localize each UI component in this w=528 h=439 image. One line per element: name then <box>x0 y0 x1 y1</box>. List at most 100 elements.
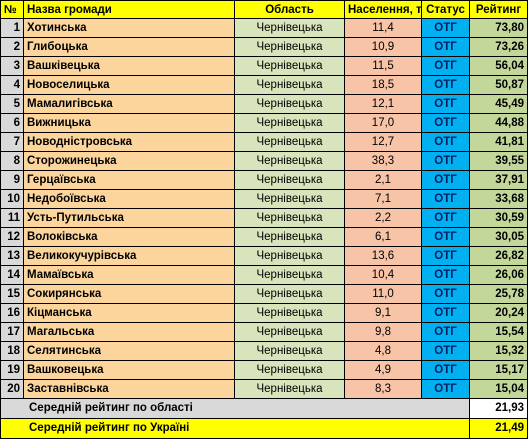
row-number: 11 <box>0 209 24 228</box>
population: 9,8 <box>345 323 422 342</box>
community-name: Магальська <box>24 323 235 342</box>
region: Чернівецька <box>235 152 345 171</box>
status: ОТГ <box>422 114 470 133</box>
status: ОТГ <box>422 152 470 171</box>
summary-label: Середній рейтинг по області <box>0 399 470 419</box>
status: ОТГ <box>422 361 470 380</box>
row-number: 15 <box>0 285 24 304</box>
row-number: 5 <box>0 95 24 114</box>
rating: 15,32 <box>470 342 528 361</box>
community-name: Усть-Путильська <box>24 209 235 228</box>
community-name: Глибоцька <box>24 38 235 57</box>
rating: 56,04 <box>470 57 528 76</box>
status: ОТГ <box>422 19 470 38</box>
row-number: 2 <box>0 38 24 57</box>
status: ОТГ <box>422 380 470 399</box>
region: Чернівецька <box>235 285 345 304</box>
row-number: 9 <box>0 171 24 190</box>
population: 8,3 <box>345 380 422 399</box>
row-number: 16 <box>0 304 24 323</box>
community-name: Волоківська <box>24 228 235 247</box>
community-name: Селятинська <box>24 342 235 361</box>
community-name: Недобоївська <box>24 190 235 209</box>
rating: 33,68 <box>470 190 528 209</box>
status: ОТГ <box>422 95 470 114</box>
status: ОТГ <box>422 323 470 342</box>
row-number: 14 <box>0 266 24 285</box>
population: 11,0 <box>345 285 422 304</box>
region: Чернівецька <box>235 304 345 323</box>
row-number: 10 <box>0 190 24 209</box>
region: Чернівецька <box>235 323 345 342</box>
rating: 73,80 <box>470 19 528 38</box>
region: Чернівецька <box>235 190 345 209</box>
rating: 73,26 <box>470 38 528 57</box>
population: 12,1 <box>345 95 422 114</box>
region: Чернівецька <box>235 361 345 380</box>
population: 38,3 <box>345 152 422 171</box>
rating: 50,87 <box>470 76 528 95</box>
rating: 37,91 <box>470 171 528 190</box>
status: ОТГ <box>422 266 470 285</box>
population: 17,0 <box>345 114 422 133</box>
region: Чернівецька <box>235 171 345 190</box>
status: ОТГ <box>422 209 470 228</box>
rating: 30,05 <box>470 228 528 247</box>
rating: 26,82 <box>470 247 528 266</box>
row-number: 20 <box>0 380 24 399</box>
status: ОТГ <box>422 57 470 76</box>
rating: 41,81 <box>470 133 528 152</box>
status: ОТГ <box>422 285 470 304</box>
header-cell: Статус <box>422 0 470 19</box>
community-name: Сокирянська <box>24 285 235 304</box>
community-name: Хотинська <box>24 19 235 38</box>
row-number: 12 <box>0 228 24 247</box>
row-number: 13 <box>0 247 24 266</box>
community-name: Новоселицька <box>24 76 235 95</box>
population: 9,1 <box>345 304 422 323</box>
region: Чернівецька <box>235 247 345 266</box>
rating: 39,55 <box>470 152 528 171</box>
region: Чернівецька <box>235 380 345 399</box>
rating: 45,49 <box>470 95 528 114</box>
rating: 30,59 <box>470 209 528 228</box>
region: Чернівецька <box>235 57 345 76</box>
status: ОТГ <box>422 133 470 152</box>
rating: 15,54 <box>470 323 528 342</box>
population: 7,1 <box>345 190 422 209</box>
region: Чернівецька <box>235 266 345 285</box>
community-name: Герцаївська <box>24 171 235 190</box>
rating: 15,04 <box>470 380 528 399</box>
population: 11,5 <box>345 57 422 76</box>
header-cell: Населення, т <box>345 0 422 19</box>
row-number: 1 <box>0 19 24 38</box>
row-number: 3 <box>0 57 24 76</box>
status: ОТГ <box>422 342 470 361</box>
row-number: 17 <box>0 323 24 342</box>
region: Чернівецька <box>235 342 345 361</box>
population: 11,4 <box>345 19 422 38</box>
region: Чернівецька <box>235 209 345 228</box>
population: 6,1 <box>345 228 422 247</box>
rating: 25,78 <box>470 285 528 304</box>
region: Чернівецька <box>235 114 345 133</box>
population: 13,6 <box>345 247 422 266</box>
region: Чернівецька <box>235 19 345 38</box>
population: 2,1 <box>345 171 422 190</box>
community-name: Великокучурівська <box>24 247 235 266</box>
community-name: Мамаївська <box>24 266 235 285</box>
community-name: Сторожинецька <box>24 152 235 171</box>
region: Чернівецька <box>235 95 345 114</box>
region: Чернівецька <box>235 38 345 57</box>
summary-label: Середній рейтинг по Україні <box>0 419 470 439</box>
community-name: Вижницька <box>24 114 235 133</box>
rating: 20,24 <box>470 304 528 323</box>
row-number: 19 <box>0 361 24 380</box>
header-cell: Область <box>235 0 345 19</box>
summary-value: 21,49 <box>470 419 528 439</box>
population: 12,7 <box>345 133 422 152</box>
community-name: Заставнівська <box>24 380 235 399</box>
population: 4,9 <box>345 361 422 380</box>
status: ОТГ <box>422 171 470 190</box>
